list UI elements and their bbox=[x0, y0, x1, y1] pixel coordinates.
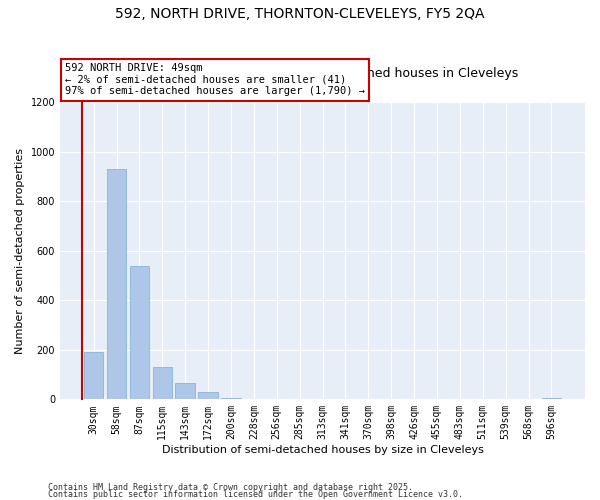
Bar bbox=[130, 266, 149, 400]
Text: 592 NORTH DRIVE: 49sqm
← 2% of semi-detached houses are smaller (41)
97% of semi: 592 NORTH DRIVE: 49sqm ← 2% of semi-deta… bbox=[65, 64, 365, 96]
Y-axis label: Number of semi-detached properties: Number of semi-detached properties bbox=[15, 148, 25, 354]
Title: Size of property relative to semi-detached houses in Cleveleys: Size of property relative to semi-detach… bbox=[127, 68, 518, 80]
X-axis label: Distribution of semi-detached houses by size in Cleveleys: Distribution of semi-detached houses by … bbox=[161, 445, 484, 455]
Bar bbox=[199, 392, 218, 400]
Text: Contains HM Land Registry data © Crown copyright and database right 2025.: Contains HM Land Registry data © Crown c… bbox=[48, 484, 413, 492]
Bar bbox=[542, 398, 561, 400]
Bar bbox=[152, 367, 172, 400]
Bar bbox=[221, 398, 241, 400]
Text: Contains public sector information licensed under the Open Government Licence v3: Contains public sector information licen… bbox=[48, 490, 463, 499]
Bar bbox=[175, 383, 195, 400]
Bar bbox=[107, 169, 126, 400]
Text: 592, NORTH DRIVE, THORNTON-CLEVELEYS, FY5 2QA: 592, NORTH DRIVE, THORNTON-CLEVELEYS, FY… bbox=[115, 8, 485, 22]
Bar bbox=[84, 352, 103, 400]
